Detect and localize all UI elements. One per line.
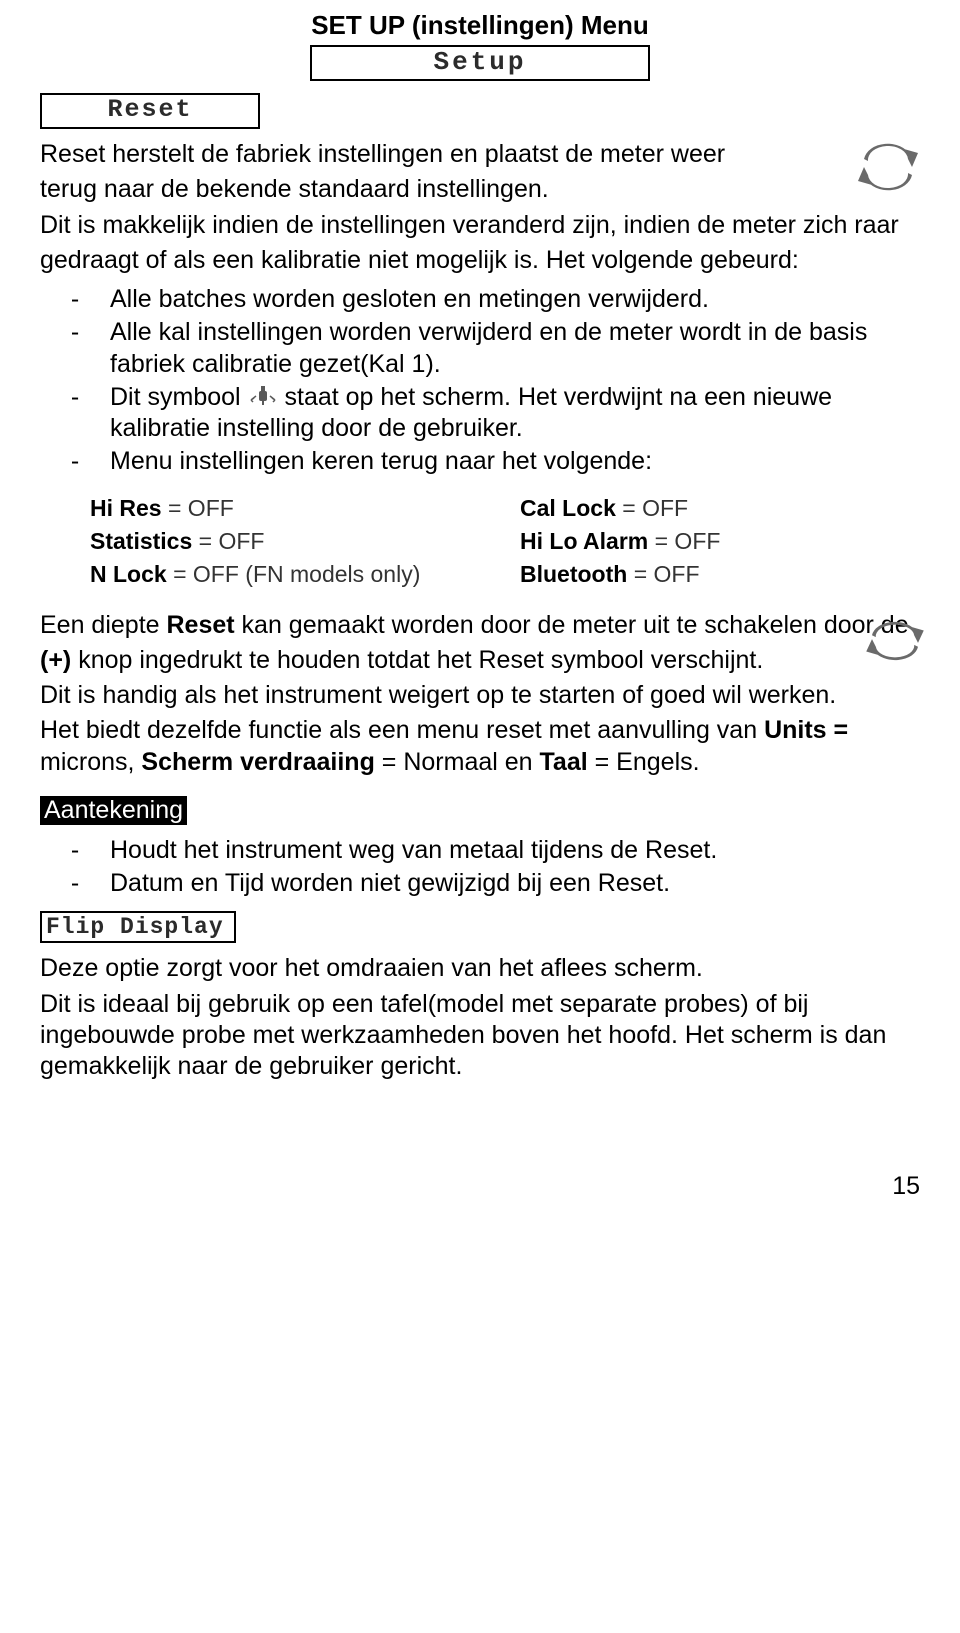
- bold-scherm: Scherm verdraaiing: [141, 748, 374, 776]
- settings-row: Hi Res = OFF Cal Lock = OFF: [90, 492, 920, 525]
- span: microns,: [40, 748, 141, 776]
- setting-label: Hi Lo Alarm: [520, 528, 648, 554]
- list-item: - Dit symbool staat op het scherm. Het v…: [40, 382, 920, 445]
- deep-reset-block: Een diepte Reset kan gemaakt worden door…: [40, 610, 920, 778]
- deep-line2: (+) knop ingedrukt te houden totdat het …: [40, 645, 920, 676]
- deep-line1: Een diepte Reset kan gemaakt worden door…: [40, 610, 920, 641]
- setting-label: Statistics: [90, 528, 192, 554]
- setting-label: Cal Lock: [520, 495, 616, 521]
- intro-p2a: Dit is makkelijk indien de instellingen …: [40, 210, 920, 241]
- setting-label: Hi Res: [90, 495, 162, 521]
- flip-p2: Dit is ideaal bij gebruik op een tafel(m…: [40, 989, 920, 1083]
- note-badge: Aantekening: [40, 796, 187, 825]
- intro-row: Reset herstelt de fabriek instellingen e…: [40, 139, 920, 210]
- intro-p2b: gedraagt of als een kalibratie niet moge…: [40, 245, 920, 276]
- sync-icon: [864, 618, 926, 664]
- default-settings: Hi Res = OFF Cal Lock = OFF Statistics =…: [90, 492, 920, 592]
- probe-icon: [248, 386, 278, 408]
- lcd-setup: Setup: [310, 45, 650, 81]
- dash-icon: -: [40, 317, 110, 380]
- setting-value: = OFF: [192, 528, 264, 554]
- list-item: - Menu instellingen keren terug naar het…: [40, 446, 920, 477]
- settings-row: Statistics = OFF Hi Lo Alarm = OFF: [90, 525, 920, 558]
- sync-icon: [856, 139, 920, 195]
- setting-value: = OFF: [162, 495, 234, 521]
- bullet-2: Alle kal instellingen worden verwijderd …: [110, 317, 920, 380]
- span: Het biedt dezelfde functie als een menu …: [40, 716, 764, 744]
- span: knop ingedrukt te houden totdat het Rese…: [71, 646, 763, 674]
- lcd-flip-display: Flip Display: [40, 911, 236, 943]
- intro-line2: terug naar de bekende standaard instelli…: [40, 174, 844, 205]
- page-title: SET UP (instellingen) Menu: [40, 10, 920, 41]
- bullet-3a: Dit symbool: [110, 383, 248, 411]
- setting-value: = OFF: [616, 495, 688, 521]
- bold-plus: (+): [40, 646, 71, 674]
- list-item: - Alle batches worden gesloten en meting…: [40, 284, 920, 315]
- setting-value: = OFF: [627, 561, 699, 587]
- dash-icon: -: [40, 284, 110, 315]
- dash-icon: -: [40, 382, 110, 445]
- bold-taal: Taal: [540, 748, 588, 776]
- list-item: - Alle kal instellingen worden verwijder…: [40, 317, 920, 380]
- span: Een diepte: [40, 611, 167, 639]
- settings-row: N Lock = OFF (FN models only) Bluetooth …: [90, 558, 920, 591]
- bold-reset: Reset: [167, 611, 235, 639]
- page-number: 15: [40, 1172, 920, 1201]
- dash-icon: -: [40, 868, 110, 899]
- setting-label: N Lock: [90, 561, 167, 587]
- list-item: - Houdt het instrument weg van metaal ti…: [40, 835, 920, 866]
- lcd-reset: Reset: [40, 93, 260, 129]
- setting-value: = OFF (FN models only): [167, 561, 421, 587]
- note-2: Datum en Tijd worden niet gewijzigd bij …: [110, 868, 920, 899]
- deep-line4: Het biedt dezelfde functie als een menu …: [40, 715, 920, 778]
- setting-value: = OFF: [648, 528, 720, 554]
- bullet-list: - Alle batches worden gesloten en meting…: [40, 284, 920, 478]
- dash-icon: -: [40, 835, 110, 866]
- span: = Normaal en: [375, 748, 540, 776]
- bullet-3: Dit symbool staat op het scherm. Het ver…: [110, 382, 920, 445]
- note-1: Houdt het instrument weg van metaal tijd…: [110, 835, 920, 866]
- bullet-1: Alle batches worden gesloten en metingen…: [110, 284, 920, 315]
- bullet-4: Menu instellingen keren terug naar het v…: [110, 446, 920, 477]
- span: = Engels.: [588, 748, 700, 776]
- flip-p1: Deze optie zorgt voor het omdraaien van …: [40, 953, 920, 984]
- deep-line3: Dit is handig als het instrument weigert…: [40, 680, 920, 711]
- intro-line1: Reset herstelt de fabriek instellingen e…: [40, 139, 844, 170]
- dash-icon: -: [40, 446, 110, 477]
- list-item: - Datum en Tijd worden niet gewijzigd bi…: [40, 868, 920, 899]
- bold-units: Units =: [764, 716, 848, 744]
- span: kan gemaakt worden door de meter uit te …: [235, 611, 909, 639]
- note-list: - Houdt het instrument weg van metaal ti…: [40, 835, 920, 900]
- setting-label: Bluetooth: [520, 561, 627, 587]
